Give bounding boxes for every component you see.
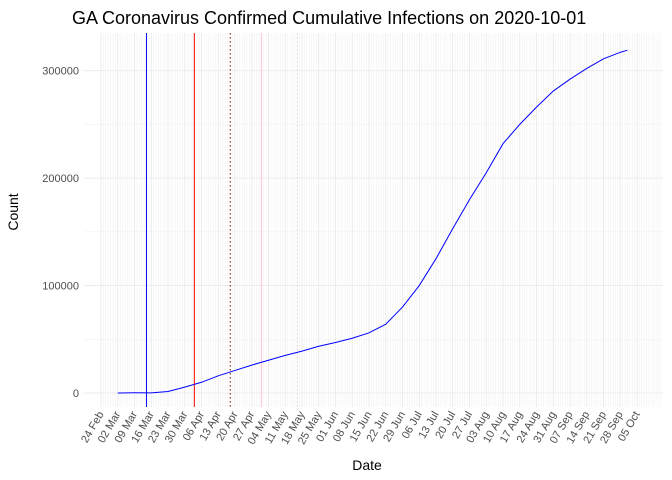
chart-title: GA Coronavirus Confirmed Cumulative Infe…: [72, 8, 586, 28]
y-axis-title: Count: [5, 193, 21, 230]
y-tick-label: 200000: [42, 173, 79, 185]
x-axis-title: Date: [352, 457, 382, 473]
y-tick-label: 0: [73, 388, 79, 400]
series-line: [117, 49, 628, 394]
reference-lines: [145, 33, 298, 407]
y-axis-ticks: 0 100000 200000 300000: [42, 66, 79, 400]
y-tick-label: 100000: [42, 281, 79, 293]
series-group: [117, 49, 628, 394]
grid: [84, 33, 663, 407]
y-tick-label: 300000: [42, 66, 79, 78]
